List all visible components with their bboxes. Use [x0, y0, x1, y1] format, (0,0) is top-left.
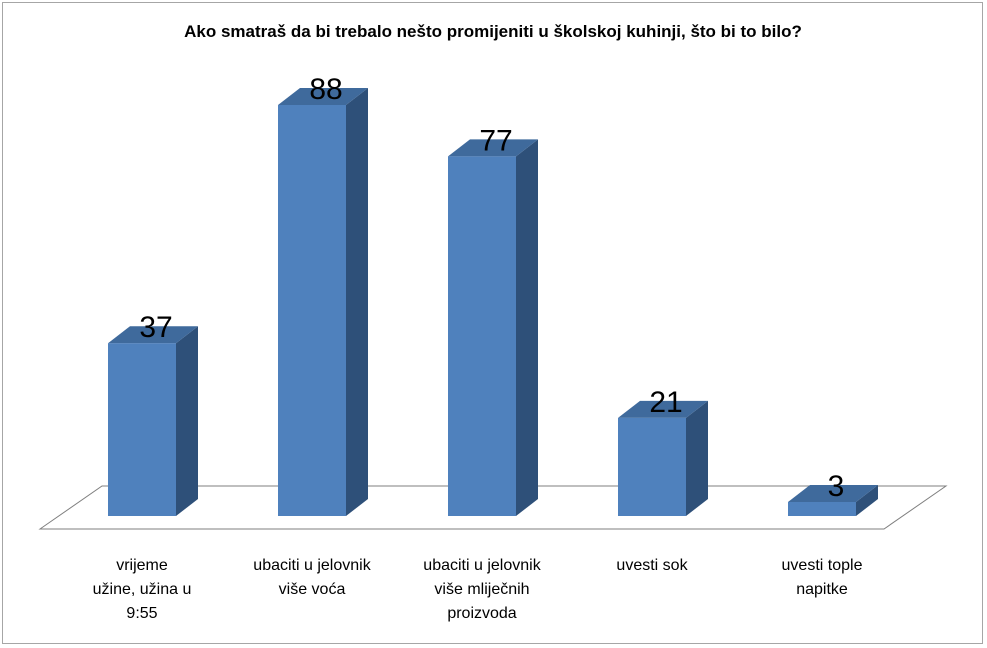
category-label-line: vrijeme	[116, 557, 168, 574]
data-label: 37	[139, 311, 172, 344]
category-label-line: uvesti tople	[782, 557, 863, 574]
data-label: 88	[309, 73, 342, 106]
data-labels-group: 37 88 77 21 3	[139, 73, 844, 503]
bar-front	[108, 343, 176, 516]
category-label: ubaciti u jelovnik više voća	[253, 557, 371, 598]
bar	[788, 484, 878, 516]
bar-front	[448, 156, 516, 516]
bar-top	[788, 484, 878, 502]
bar-side	[856, 484, 878, 516]
bar-top	[278, 88, 368, 105]
category-labels-group: vrijeme užine, užina u 9:55 ubaciti u jelov…	[93, 557, 863, 622]
category-label-line: proizvoda	[447, 605, 516, 622]
category-label-line: više mliječnih	[434, 581, 529, 598]
category-label-line: uvesti sok	[616, 557, 688, 574]
bar-side	[516, 139, 538, 516]
bar-front	[788, 501, 856, 516]
bar	[618, 400, 708, 516]
bar-side	[176, 326, 198, 516]
category-label-line: užine, užina u	[93, 581, 192, 598]
category-label-line: više voća	[279, 581, 346, 598]
category-label: ubaciti u jelovnik više mliječnih proizvod…	[423, 557, 541, 622]
bar-top	[618, 400, 708, 418]
category-label: vrijeme užine, užina u 9:55	[93, 557, 192, 622]
bar	[278, 88, 368, 516]
category-label: uvesti sok	[616, 557, 688, 574]
bar-front	[618, 417, 686, 516]
bars-group	[108, 88, 878, 516]
bar-front	[278, 105, 346, 516]
category-label: uvesti tople napitke	[782, 557, 863, 598]
bar-top	[108, 326, 198, 344]
chart-title: Ako smatraš da bi trebalo nešto promijen…	[184, 22, 802, 41]
bar-side	[346, 88, 368, 516]
category-label-line: ubaciti u jelovnik	[253, 557, 371, 574]
data-label: 3	[828, 470, 845, 503]
bar-side	[686, 400, 708, 516]
bar-top	[448, 139, 538, 157]
data-label: 77	[479, 124, 512, 157]
category-label-line: napitke	[796, 581, 848, 598]
category-label-line: ubaciti u jelovnik	[423, 557, 541, 574]
data-label: 21	[649, 386, 682, 419]
bar	[448, 139, 538, 516]
category-label-line: 9:55	[126, 605, 157, 622]
bar	[108, 326, 198, 516]
